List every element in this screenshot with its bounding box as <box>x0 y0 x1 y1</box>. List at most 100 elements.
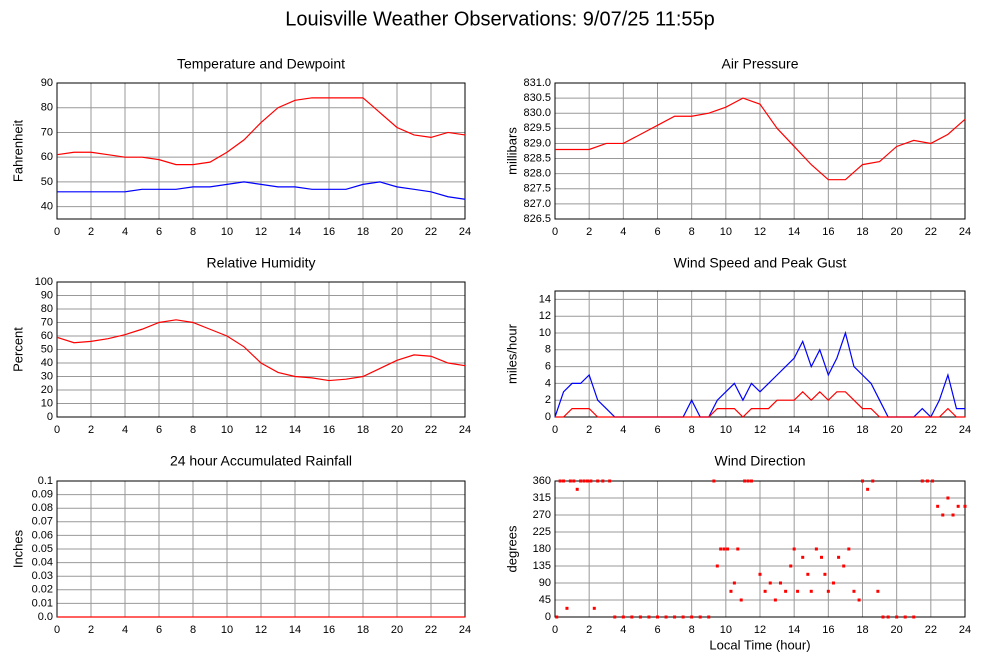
data-point <box>809 589 813 593</box>
data-point <box>722 547 726 551</box>
data-point <box>941 513 945 517</box>
data-point <box>881 615 885 619</box>
y-tick-label: 90 <box>41 77 53 89</box>
x-tick-label: 22 <box>425 226 437 238</box>
x-tick-label: 4 <box>122 424 128 436</box>
x-tick-label: 12 <box>255 424 267 436</box>
x-tick-label: 12 <box>754 624 766 636</box>
data-point <box>806 572 810 576</box>
x-tick-label: 10 <box>720 624 732 636</box>
data-point <box>647 615 651 619</box>
data-point <box>712 479 716 483</box>
y-tick-label: 827.5 <box>523 183 551 195</box>
x-tick-label: 14 <box>788 424 800 436</box>
data-point <box>558 479 562 483</box>
x-tick-label: 16 <box>822 226 834 238</box>
data-point <box>729 589 733 593</box>
data-point <box>719 547 723 551</box>
x-tick-label: 6 <box>654 424 660 436</box>
y-tick-label: 70 <box>41 316 53 328</box>
y-tick-label: 180 <box>533 543 551 555</box>
x-tick-label: 22 <box>425 624 437 636</box>
x-tick-label: 18 <box>856 226 868 238</box>
y-tick-label: 831.0 <box>523 77 551 89</box>
data-point <box>956 504 960 508</box>
chart-title: Temperature and Dewpoint <box>177 56 345 72</box>
data-point <box>763 589 767 593</box>
y-tick-label: 135 <box>533 560 551 572</box>
data-point <box>690 615 694 619</box>
y-tick-label: 10 <box>41 397 53 409</box>
y-tick-label: 60 <box>41 151 53 163</box>
x-tick-label: 24 <box>959 624 971 636</box>
data-point <box>743 479 747 483</box>
x-tick-label: 0 <box>54 424 60 436</box>
y-tick-label: 100 <box>35 276 53 288</box>
x-tick-label: 14 <box>289 624 301 636</box>
data-point <box>920 479 924 483</box>
x-tick-label: 8 <box>689 624 695 636</box>
y-axis-label: degrees <box>504 525 519 572</box>
x-tick-label: 0 <box>552 226 558 238</box>
x-tick-label: 20 <box>891 624 903 636</box>
y-tick-label: 20 <box>41 384 53 396</box>
x-tick-label: 24 <box>959 226 971 238</box>
data-point <box>555 615 559 619</box>
y-tick-label: 60 <box>41 330 53 342</box>
x-tick-label: 22 <box>925 624 937 636</box>
x-tick-label: 8 <box>190 624 196 636</box>
plot-frame <box>56 82 466 220</box>
y-tick-label: 50 <box>41 176 53 188</box>
y-tick-label: 0 <box>47 411 53 423</box>
y-tick-label: 315 <box>533 492 551 504</box>
chart-title: Wind Direction <box>714 453 805 469</box>
y-tick-label: 828.5 <box>523 152 551 164</box>
data-point <box>681 615 685 619</box>
y-tick-label: 827.0 <box>523 198 551 210</box>
y-tick-label: 90 <box>41 289 53 301</box>
x-tick-label: 6 <box>654 624 660 636</box>
x-tick-label: 14 <box>289 424 301 436</box>
data-point <box>925 479 929 483</box>
chart-title: 24 hour Accumulated Rainfall <box>170 453 352 469</box>
x-tick-label: 8 <box>689 226 695 238</box>
data-point <box>572 479 576 483</box>
data-point <box>698 615 702 619</box>
x-tick-label: 2 <box>586 226 592 238</box>
y-tick-label: 830.5 <box>523 92 551 104</box>
y-tick-label: 360 <box>533 475 551 487</box>
y-tick-label: 90 <box>539 577 551 589</box>
data-line <box>555 390 965 418</box>
data-point <box>847 547 851 551</box>
data-point <box>749 479 753 483</box>
plot-frame <box>554 82 966 220</box>
x-tick-label: 20 <box>391 226 403 238</box>
x-tick-label: 24 <box>459 424 471 436</box>
x-tick-label: 12 <box>255 624 267 636</box>
data-point <box>784 589 788 593</box>
x-tick-label: 18 <box>357 424 369 436</box>
x-tick-label: 12 <box>255 226 267 238</box>
x-tick-label: 12 <box>754 424 766 436</box>
data-point <box>608 479 612 483</box>
data-point <box>758 572 762 576</box>
y-tick-label: 10 <box>539 327 551 339</box>
y-tick-label: 826.5 <box>523 213 551 225</box>
chart-title: Wind Speed and Peak Gust <box>674 255 847 271</box>
y-tick-label: 828.0 <box>523 168 551 180</box>
x-tick-label: 22 <box>925 424 937 436</box>
x-tick-label: 16 <box>323 226 335 238</box>
x-tick-label: 20 <box>391 424 403 436</box>
data-line <box>56 319 466 382</box>
x-tick-label: 16 <box>323 424 335 436</box>
data-point <box>866 487 870 491</box>
data-line <box>555 97 966 181</box>
plot-frame <box>554 480 966 618</box>
y-tick-label: 50 <box>41 343 53 355</box>
data-point <box>886 615 890 619</box>
y-tick-label: 14 <box>539 293 551 305</box>
data-point <box>963 504 967 508</box>
y-tick-label: 0.04 <box>32 557 53 569</box>
data-point <box>876 589 880 593</box>
